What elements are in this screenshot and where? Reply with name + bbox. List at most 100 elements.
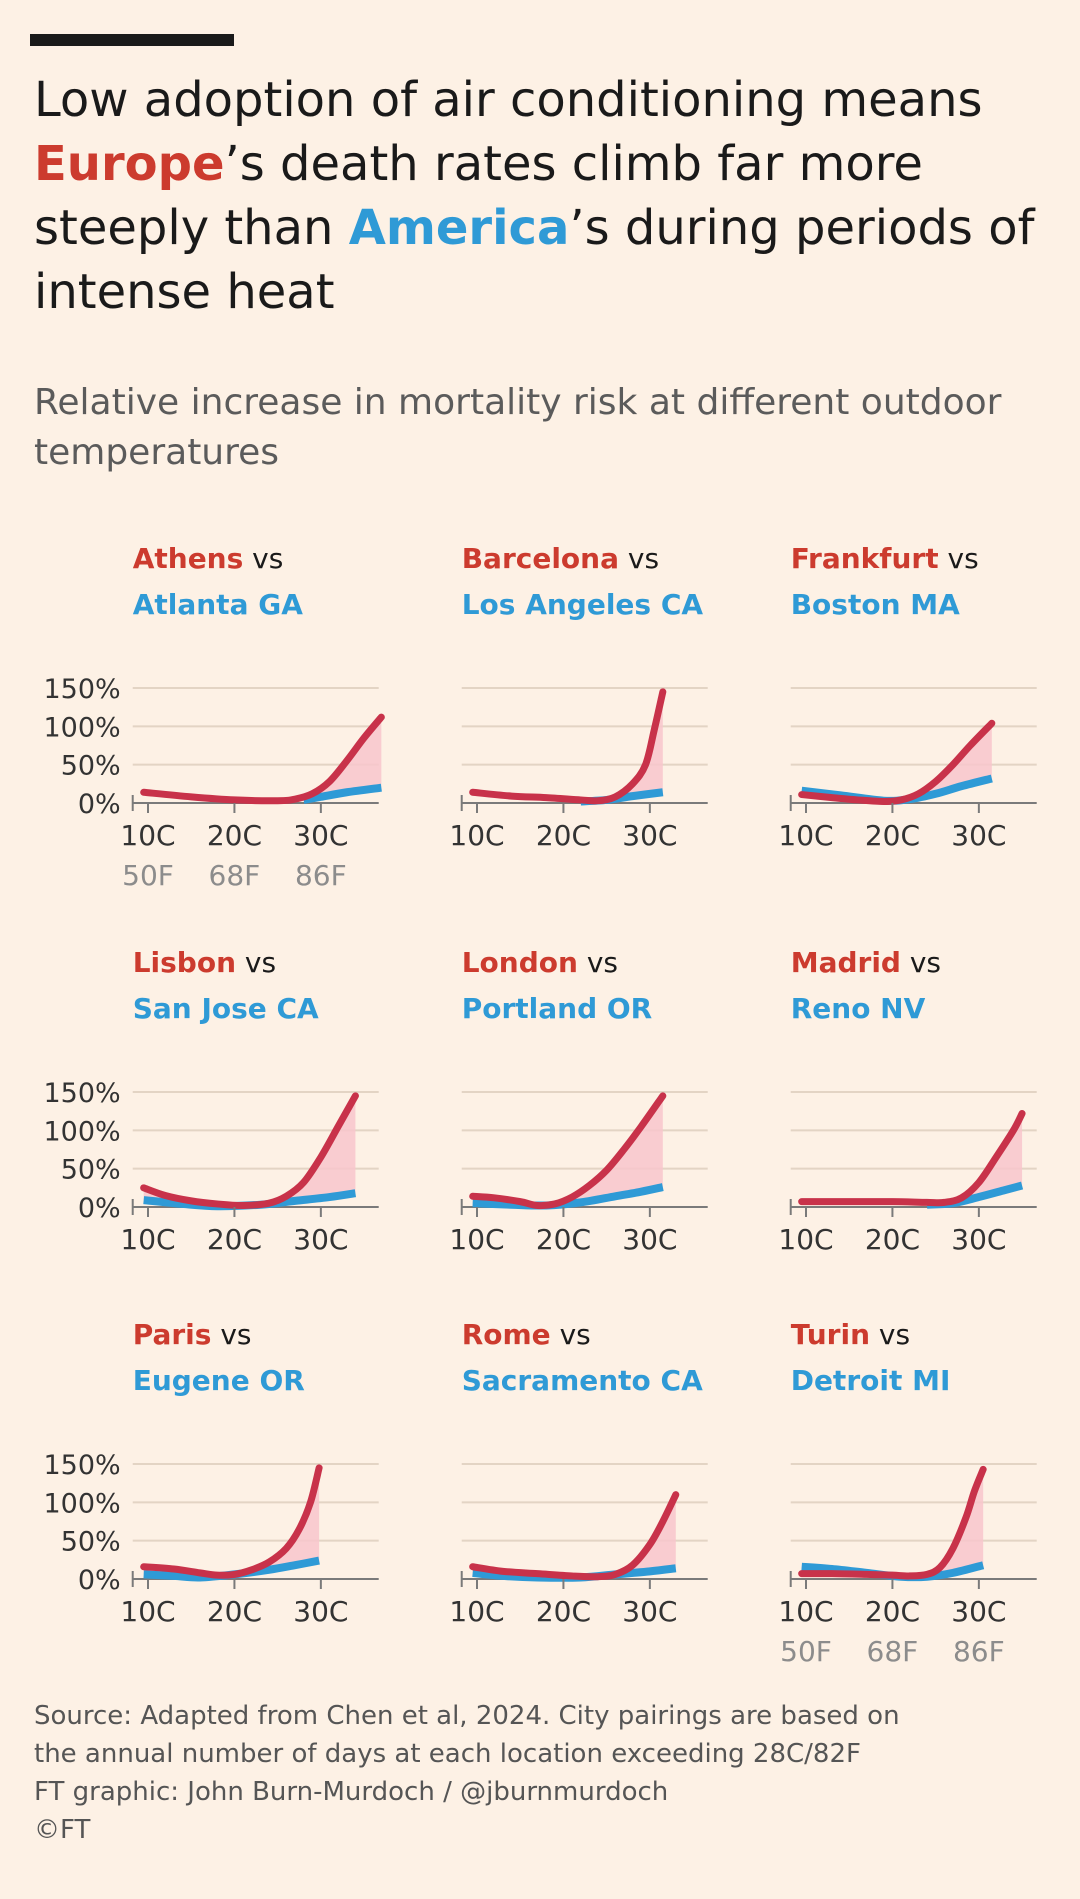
title-part-3: ’s during periods of intense heat <box>34 200 1035 320</box>
x-tick-label: 30C <box>622 1223 677 1256</box>
risk-gap-area <box>143 1467 320 1578</box>
title-america: America <box>348 200 570 256</box>
y-tick-label: 150% <box>44 1078 121 1109</box>
europe-city-label: Athens vs <box>133 542 284 575</box>
risk-gap-area <box>472 1494 676 1578</box>
america-city-label: Reno NV <box>791 992 926 1025</box>
source-note-line-1: Source: Adapted from Chen et al, 2024. C… <box>34 1701 900 1731</box>
x-tick-label: 30C <box>622 1595 677 1628</box>
panel-madrid: Madrid vs Reno NV 10C 20C 30C <box>778 946 1037 1256</box>
europe-series-line <box>140 1092 359 1209</box>
x-tick-label: 30C <box>622 819 677 852</box>
x-tick-label: 30C <box>293 1223 348 1256</box>
europe-city-label: Turin vs <box>791 1318 910 1351</box>
vs-label: vs <box>243 542 283 575</box>
europe-series-line <box>140 1464 323 1579</box>
europe-city-label: Rome vs <box>462 1318 591 1351</box>
y-tick-label: 100% <box>44 712 121 743</box>
x-tick-label-fahrenheit: 50F <box>122 859 174 892</box>
america-city-label: Boston MA <box>791 588 960 621</box>
vs-label: vs <box>236 946 276 979</box>
x-tick-label-fahrenheit: 86F <box>953 1635 1005 1668</box>
title-part-1: Low adoption of air conditioning means <box>34 72 983 128</box>
y-tick-label: 50% <box>61 1155 121 1186</box>
risk-gap-area <box>801 1469 984 1577</box>
europe-city-label: Frankfurt vs <box>791 542 979 575</box>
x-tick-label: 10C <box>449 1223 504 1256</box>
panel-frankfurt: Frankfurt vs Boston MA 10C 20C 30C <box>778 542 1037 852</box>
panel-turin: Turin vs Detroit MI 10C 50F 20C 68F 30C 86F <box>778 1318 1037 1668</box>
x-tick-label: 10C <box>120 1595 175 1628</box>
europe-city-label: Madrid vs <box>791 946 941 979</box>
america-city-label: Portland OR <box>462 992 653 1025</box>
vs-label: vs <box>901 946 941 979</box>
america-city-label: Sacramento CA <box>462 1364 703 1397</box>
america-series-line <box>472 1183 664 1210</box>
europe-series-line <box>798 1465 987 1580</box>
europe-city-label: Paris vs <box>133 1318 252 1351</box>
panel-paris: Paris vs Eugene OR 0% 50% 100% 150% 10C 20C 30C <box>44 1318 379 1628</box>
panel-barcelona: Barcelona vs Los Angeles CA 10C 20C 30C <box>449 542 708 852</box>
europe-series-line <box>798 719 996 805</box>
x-tick-label: 30C <box>951 1595 1006 1628</box>
europe-series-line <box>469 688 667 805</box>
risk-gap-area <box>927 1113 1023 1205</box>
vs-label: vs <box>870 1318 910 1351</box>
copyright: ©FT <box>34 1815 91 1845</box>
x-tick-label: 20C <box>207 819 262 852</box>
x-tick-label: 30C <box>293 819 348 852</box>
ft-top-rule <box>30 34 234 46</box>
small-multiples-chart: Athens vs Atlanta GA 0% 50% 100% 150% 10C 50F 20… <box>44 542 1037 1668</box>
chart-title: Low adoption of air conditioning means E… <box>34 68 1054 324</box>
x-tick-label: 20C <box>536 1595 591 1628</box>
x-tick-label: 20C <box>536 819 591 852</box>
x-tick-label: 10C <box>449 1595 504 1628</box>
vs-label: vs <box>551 1318 591 1351</box>
y-tick-label: 50% <box>61 1527 121 1558</box>
america-city-label: San Jose CA <box>133 992 319 1025</box>
x-tick-label: 30C <box>951 819 1006 852</box>
europe-series-line <box>469 1491 680 1581</box>
europe-series-line <box>798 1109 1026 1207</box>
source-note-line-2: the annual number of days at each locati… <box>34 1739 861 1769</box>
europe-city-label: Lisbon vs <box>133 946 276 979</box>
america-city-label: Eugene OR <box>133 1364 305 1397</box>
y-tick-label: 100% <box>44 1488 121 1519</box>
x-tick-label: 30C <box>293 1595 348 1628</box>
europe-series-line <box>469 1092 667 1210</box>
risk-gap-area <box>801 723 992 802</box>
america-city-label: Atlanta GA <box>133 588 303 621</box>
graphic-credit: FT graphic: John Burn-Murdoch / @jburnmu… <box>34 1777 669 1807</box>
panel-athens: Athens vs Atlanta GA 0% 50% 100% 150% 10C 50F 20… <box>44 542 385 892</box>
chart-subtitle: Relative increase in mortality risk at d… <box>34 382 1002 473</box>
america-city-label: Detroit MI <box>791 1364 951 1397</box>
europe-city-label: London vs <box>462 946 618 979</box>
y-tick-label: 50% <box>61 751 121 782</box>
america-city-label: Los Angeles CA <box>462 588 704 621</box>
x-tick-label-fahrenheit: 50F <box>780 1635 832 1668</box>
y-tick-label: 0% <box>78 1565 121 1596</box>
europe-city-label: Barcelona vs <box>462 542 659 575</box>
risk-gap-area <box>472 1095 663 1206</box>
y-tick-label: 0% <box>78 1193 121 1224</box>
y-tick-label: 100% <box>44 1116 121 1147</box>
europe-series-line <box>140 713 385 805</box>
x-tick-label: 20C <box>207 1223 262 1256</box>
panel-lisbon: Lisbon vs San Jose CA 0% 50% 100% 150% 10C 20C 3… <box>44 946 379 1256</box>
panel-london: London vs Portland OR 10C 20C 30C <box>449 946 708 1256</box>
x-tick-label-fahrenheit: 68F <box>209 859 261 892</box>
x-tick-label: 10C <box>120 819 175 852</box>
footer: Source: Adapted from Chen et al, 2024. C… <box>34 1697 1064 1849</box>
america-series-line <box>302 783 382 804</box>
x-tick-label: 20C <box>207 1595 262 1628</box>
title-europe: Europe <box>34 136 225 192</box>
x-tick-label: 30C <box>951 1223 1006 1256</box>
y-tick-label: 0% <box>78 789 121 820</box>
panel-rome: Rome vs Sacramento CA 10C 20C 30C <box>449 1318 708 1628</box>
y-tick-label: 150% <box>44 674 121 705</box>
title-part-2: ’s death rates climb far more steeply th… <box>34 136 923 256</box>
vs-label: vs <box>939 542 979 575</box>
x-tick-label-fahrenheit: 68F <box>867 1635 919 1668</box>
y-tick-label: 150% <box>44 1450 121 1481</box>
x-tick-label: 10C <box>120 1223 175 1256</box>
